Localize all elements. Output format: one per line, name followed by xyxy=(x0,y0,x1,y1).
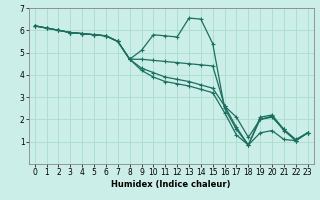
X-axis label: Humidex (Indice chaleur): Humidex (Indice chaleur) xyxy=(111,180,231,189)
